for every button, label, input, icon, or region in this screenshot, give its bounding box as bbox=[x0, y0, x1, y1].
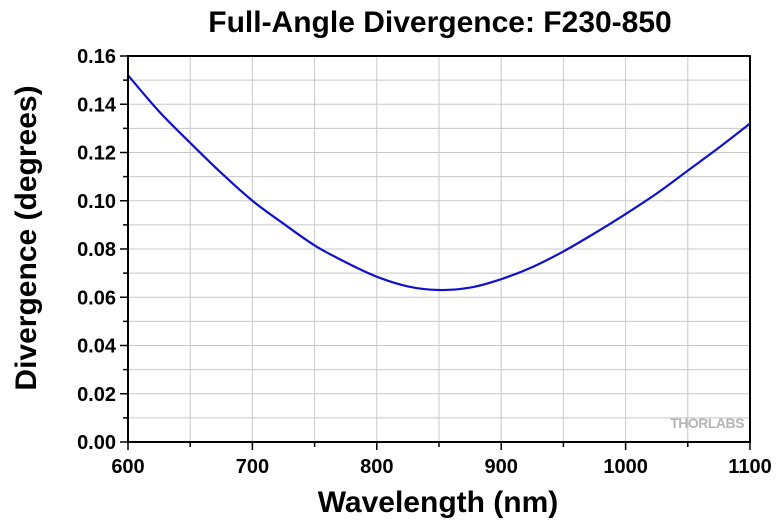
series-line bbox=[127, 74, 751, 292]
chart-title: Full-Angle Divergence: F230-850 bbox=[208, 6, 671, 39]
x-tick-label: 600 bbox=[111, 456, 144, 478]
plot-frame bbox=[127, 55, 751, 443]
y-tick-label: 0.12 bbox=[77, 143, 116, 165]
y-tick-label: 0.04 bbox=[77, 336, 117, 358]
y-tick-labels: 0.00 0.02 0.04 0.06 0.08 0.10 0.12 0.14 0.16 bbox=[77, 46, 117, 454]
x-tick-label: 700 bbox=[236, 456, 269, 478]
y-tick-label: 0.06 bbox=[77, 287, 116, 309]
x-tick-label: 1000 bbox=[603, 456, 648, 478]
x-tick-label: 800 bbox=[360, 456, 393, 478]
y-tick-label: 0.02 bbox=[77, 384, 116, 406]
thorlabs-logo: THORLABS bbox=[670, 415, 744, 431]
y-tick-label: 0.00 bbox=[77, 432, 116, 454]
y-axis-label: Divergence (degrees) bbox=[10, 85, 43, 390]
x-tick-label: 900 bbox=[485, 456, 518, 478]
y-tick-label: 0.10 bbox=[77, 191, 116, 213]
x-tick-label: 1100 bbox=[728, 456, 771, 478]
y-tick-label: 0.16 bbox=[77, 46, 116, 68]
series-layer bbox=[127, 74, 751, 292]
y-tick-label: 0.14 bbox=[77, 94, 117, 116]
x-axis-label: Wavelength (nm) bbox=[318, 486, 559, 519]
y-tick-label: 0.08 bbox=[77, 239, 116, 261]
x-tick-labels: 600 700 800 900 1000 1100 bbox=[111, 456, 771, 478]
axis-ticks bbox=[120, 55, 751, 450]
grid bbox=[128, 56, 750, 442]
